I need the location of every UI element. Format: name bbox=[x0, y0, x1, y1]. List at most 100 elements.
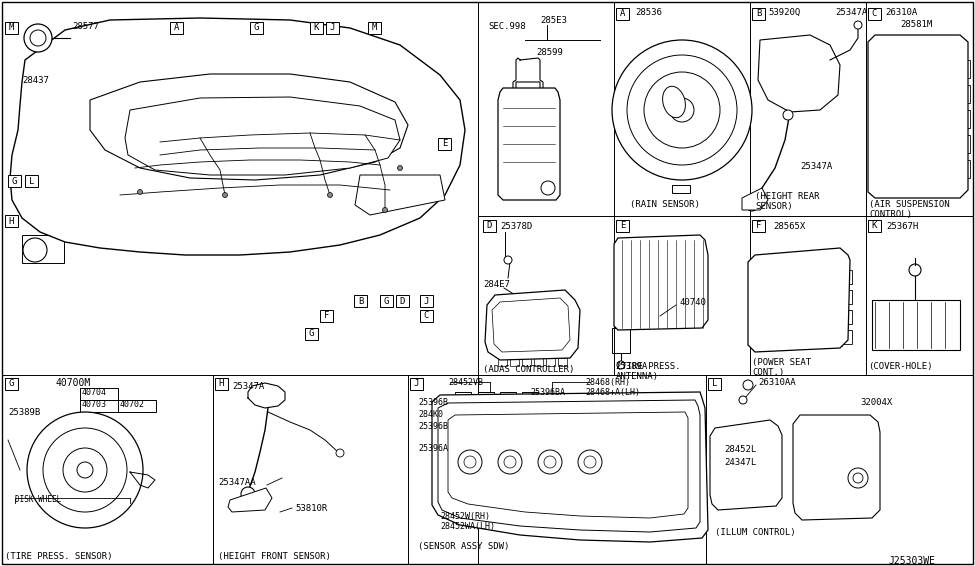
Polygon shape bbox=[448, 412, 688, 518]
Circle shape bbox=[627, 55, 737, 165]
Polygon shape bbox=[355, 175, 445, 215]
Bar bbox=[5, 22, 18, 34]
Polygon shape bbox=[125, 97, 400, 175]
Circle shape bbox=[23, 238, 47, 262]
Text: G: G bbox=[254, 24, 259, 32]
Circle shape bbox=[739, 396, 747, 404]
Text: 28452L: 28452L bbox=[724, 445, 757, 454]
Circle shape bbox=[670, 98, 694, 122]
Text: (HEIGHT REAR: (HEIGHT REAR bbox=[755, 192, 820, 201]
Text: 40703: 40703 bbox=[82, 400, 107, 409]
Bar bbox=[868, 8, 881, 20]
Bar bbox=[354, 295, 367, 307]
Polygon shape bbox=[498, 88, 560, 200]
Circle shape bbox=[544, 456, 556, 468]
Text: 25389A: 25389A bbox=[615, 362, 647, 371]
Text: J: J bbox=[330, 24, 335, 32]
Text: E: E bbox=[620, 221, 625, 230]
Text: H: H bbox=[9, 217, 15, 225]
Circle shape bbox=[458, 450, 482, 474]
Text: D: D bbox=[400, 297, 406, 306]
Circle shape bbox=[578, 450, 602, 474]
Text: L: L bbox=[29, 177, 34, 186]
Text: (SENSOR ASSY SDW): (SENSOR ASSY SDW) bbox=[418, 542, 509, 551]
Text: D: D bbox=[487, 221, 492, 230]
Polygon shape bbox=[90, 74, 408, 180]
Bar bbox=[410, 378, 423, 390]
Text: CONTROL): CONTROL) bbox=[869, 210, 912, 219]
Text: (COVER-HOLE): (COVER-HOLE) bbox=[868, 362, 932, 371]
Bar bbox=[758, 258, 842, 346]
Text: H: H bbox=[218, 379, 224, 388]
Text: (ADAS CONTROLLER): (ADAS CONTROLLER) bbox=[483, 365, 574, 374]
Bar bbox=[320, 310, 333, 322]
Text: B: B bbox=[358, 297, 363, 306]
Text: 28468(RH): 28468(RH) bbox=[585, 378, 630, 387]
Bar bbox=[802, 420, 872, 512]
Bar bbox=[118, 400, 156, 412]
Bar bbox=[500, 392, 516, 404]
Text: ANTENNA): ANTENNA) bbox=[616, 372, 659, 381]
Bar bbox=[5, 378, 18, 390]
Text: (AIR SUSPENSION: (AIR SUSPENSION bbox=[869, 200, 950, 209]
Circle shape bbox=[783, 110, 793, 120]
Text: G: G bbox=[384, 297, 389, 306]
Bar bbox=[250, 22, 263, 34]
Bar bbox=[438, 138, 451, 150]
Bar bbox=[170, 22, 183, 34]
Polygon shape bbox=[793, 415, 880, 520]
Circle shape bbox=[24, 24, 52, 52]
Bar bbox=[76, 54, 120, 84]
Polygon shape bbox=[492, 298, 570, 352]
Text: SENSOR): SENSOR) bbox=[755, 202, 793, 211]
Polygon shape bbox=[742, 188, 768, 210]
Text: M: M bbox=[9, 24, 15, 32]
Text: J: J bbox=[413, 379, 419, 388]
Bar bbox=[483, 220, 496, 232]
Text: 25347A: 25347A bbox=[835, 8, 867, 17]
Circle shape bbox=[909, 264, 921, 276]
Circle shape bbox=[328, 192, 332, 198]
Text: A: A bbox=[174, 24, 179, 32]
Bar bbox=[958, 85, 970, 103]
Circle shape bbox=[222, 192, 227, 198]
Bar bbox=[8, 175, 21, 187]
Bar bbox=[455, 392, 471, 404]
Text: 24347L: 24347L bbox=[724, 458, 757, 467]
Circle shape bbox=[612, 40, 752, 180]
Circle shape bbox=[137, 190, 142, 195]
Polygon shape bbox=[710, 420, 782, 510]
Bar bbox=[840, 290, 852, 304]
Text: (HEIGHT FRONT SENSOR): (HEIGHT FRONT SENSOR) bbox=[218, 552, 331, 561]
Text: 25396B: 25396B bbox=[418, 398, 448, 407]
Circle shape bbox=[541, 181, 555, 195]
Polygon shape bbox=[868, 35, 968, 198]
Bar bbox=[5, 215, 18, 227]
Bar bbox=[840, 270, 852, 284]
Text: 25347AA: 25347AA bbox=[218, 478, 255, 487]
Bar bbox=[215, 378, 228, 390]
Bar bbox=[616, 8, 629, 20]
Text: 28577: 28577 bbox=[72, 22, 98, 31]
Bar bbox=[100, 460, 122, 472]
Bar bbox=[508, 98, 550, 112]
Text: (POWER SEAT: (POWER SEAT bbox=[752, 358, 811, 367]
Bar bbox=[546, 358, 555, 366]
Text: G: G bbox=[12, 177, 18, 186]
Bar bbox=[478, 392, 494, 404]
Circle shape bbox=[464, 456, 476, 468]
Bar bbox=[958, 60, 970, 78]
Polygon shape bbox=[485, 290, 580, 360]
Circle shape bbox=[617, 361, 625, 369]
Text: 25389B: 25389B bbox=[8, 408, 40, 417]
Text: 25347A: 25347A bbox=[232, 382, 264, 391]
Text: 28452WA(LH): 28452WA(LH) bbox=[440, 522, 495, 531]
Bar bbox=[420, 295, 433, 307]
Bar bbox=[310, 22, 323, 34]
Text: 32004X: 32004X bbox=[860, 398, 892, 407]
Bar bbox=[958, 110, 970, 128]
Text: 25378D: 25378D bbox=[500, 222, 532, 231]
Bar bbox=[380, 295, 393, 307]
Bar bbox=[558, 358, 567, 366]
Bar bbox=[808, 428, 866, 506]
